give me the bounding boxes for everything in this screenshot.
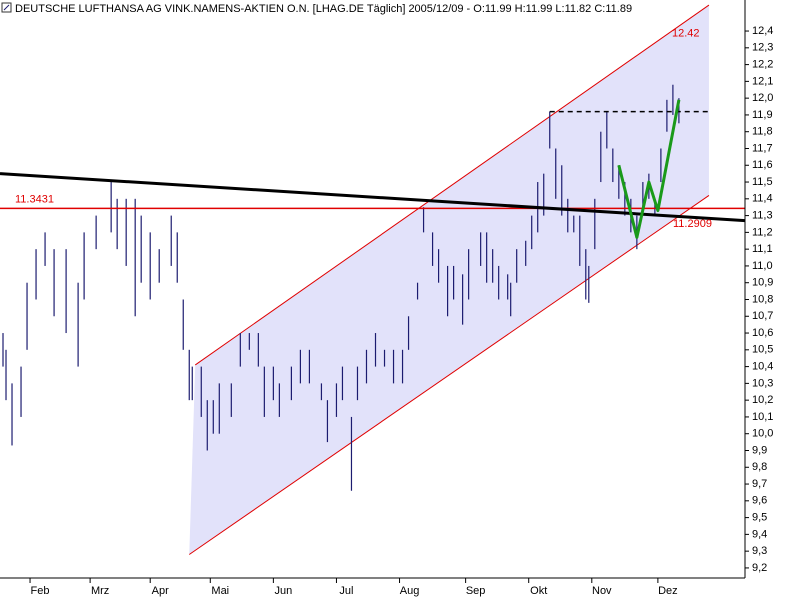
y-tick-label: 11,3 [752,210,773,222]
y-tick-label: 9,4 [752,528,767,540]
y-tick-label: 9,3 [752,545,767,557]
y-tick-label: 12,1 [752,75,773,87]
y-tick-label: 10,8 [752,293,773,305]
y-tick-label: 12,0 [752,92,773,104]
y-tick-label: 11,8 [752,126,773,138]
y-tick-label: 9,6 [752,495,767,507]
x-tick-label: Mrz [91,585,109,597]
x-tick-label: Apr [152,585,169,597]
y-tick-label: 12,4 [752,25,773,37]
y-tick-label: 10,6 [752,327,773,339]
y-tick-label: 12,3 [752,42,773,54]
y-tick-label: 11,6 [752,159,773,171]
x-tick-label: Jun [274,585,292,597]
x-tick-label: Mai [211,585,229,597]
y-tick-label: 10,7 [752,310,773,322]
chart-icon-stroke [3,4,10,11]
y-tick-label: 9,9 [752,444,767,456]
y-tick-label: 9,2 [752,562,767,574]
plot-layer: 11.3431 12.42 11.2909 [0,4,746,555]
x-tick-label: Jul [339,585,353,597]
y-tick-label: 11,0 [752,260,773,272]
y-tick-label: 11,7 [752,142,773,154]
x-tick-label: Okt [530,585,547,597]
y-tick-label: 11,5 [752,176,773,188]
y-tick-label: 9,7 [752,478,767,490]
x-tick-label: Feb [31,585,50,597]
x-tick-label: Sep [466,585,486,597]
channel-area [189,5,709,555]
y-tick-label: 11,1 [752,243,773,255]
y-tick-label: 12,2 [752,59,773,71]
y-tick-label: 10,9 [752,277,773,289]
channel-lower [188,195,710,555]
channel-lower-label: 11.2909 [673,218,712,230]
y-tick-label: 11,4 [752,193,773,205]
y-tick-label: 11,9 [752,109,773,121]
y-tick-label: 9,8 [752,461,767,473]
y-tick-label: 10,0 [752,428,773,440]
y-tick-label: 10,4 [752,361,773,373]
y-tick-label: 10,2 [752,394,773,406]
chart-title: DEUTSCHE LUFTHANSA AG VINK.NAMENS-AKTIEN… [15,3,632,15]
y-tick-label: 9,5 [752,512,767,524]
y-tick-label: 10,5 [752,344,773,356]
y-tick-label: 10,3 [752,377,773,389]
x-tick-label: Nov [592,585,612,597]
trendline [0,172,746,223]
y-tick-label: 10,1 [752,411,773,423]
support-label: 11.3431 [15,193,54,205]
pattern-line [617,99,681,239]
x-tick-label: Dez [658,585,678,597]
channel-upper-label: 12.42 [672,28,700,40]
channel-upper [194,4,710,366]
y-tick-label: 11,2 [752,226,773,238]
x-tick-label: Aug [400,585,420,597]
